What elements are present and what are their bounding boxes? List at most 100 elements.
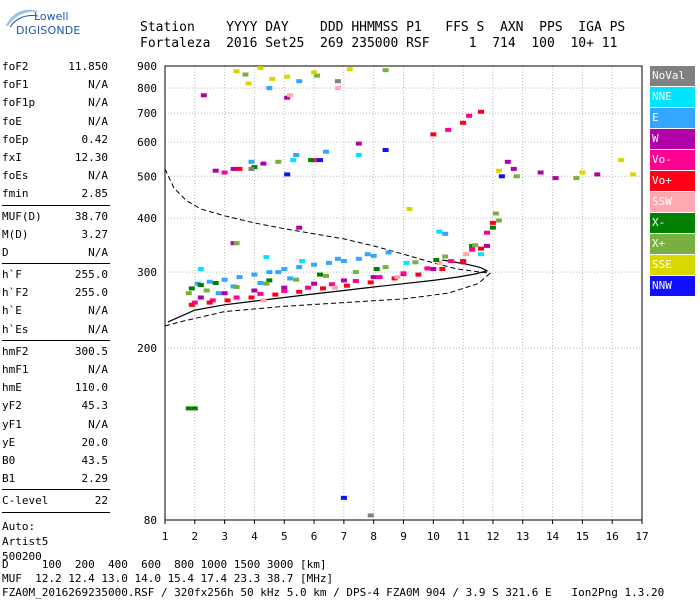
distance-row: D 100 200 400 600 800 1000 1500 3000 [km… [2,558,327,571]
header-line-1: Station YYYY DAY DDD HHMMSS P1 FFS S AXN… [140,20,626,35]
point-x- [233,241,240,246]
point-sse [311,70,318,75]
scaled-parameters-panel: foF2 11.850 foF1 N/A foF1p N/A foE N/A foEp 0.42 f… [2,58,110,564]
param-value: 2.85 [81,187,109,201]
file-info-row: FZA0M_2016269235000.RSF / 320fx256h 50 k… [2,586,665,599]
point-vo- [257,291,264,296]
point-w [284,95,291,100]
legend-item-e: E [650,108,695,128]
legend-item-vo-: Vo- [650,150,695,170]
param-row: yF1 N/A [2,416,110,434]
point-x- [373,267,380,271]
point-e [281,267,288,271]
param-row: fxI 12.30 [2,149,110,167]
point-w [221,291,228,296]
legend-item-vo-: Vo+ [650,171,695,191]
legend-item-x-: X+ [650,234,695,254]
point-w [281,285,288,290]
x-tick-label: 2 [192,530,199,543]
param-name: foEp [2,132,29,146]
point-x- [263,281,270,286]
param-value: 110.0 [74,381,108,395]
point-vo- [236,166,243,171]
point-vo- [328,282,335,287]
param-name: h`F [2,268,22,282]
station-header: Station YYYY DAY DDD HHMMSS P1 FFS S AXN… [140,20,625,52]
point-x- [266,278,273,283]
point-vo- [343,283,350,288]
param-value: 300.5 [74,344,108,358]
point-sse [579,170,586,175]
param-row: h`F 255.0 [2,266,110,284]
point-nnw [317,158,323,163]
point-e [275,270,282,275]
param-name: yE [2,435,16,449]
point-x- [233,285,240,289]
point-vo- [460,260,467,265]
point-w [296,225,303,230]
y-tick-label: 700 [137,107,157,120]
param-name: yF2 [2,399,22,413]
point-e [355,256,362,261]
param-name: M(D) [2,227,29,241]
point-nne [478,252,484,257]
x-tick-label: 6 [311,530,318,543]
point-w [504,159,511,164]
point-vo- [281,289,288,294]
param-name: foEs [2,169,29,183]
param-row: fmin 2.85 [2,185,110,203]
point-x- [382,265,389,270]
point-ssw [260,298,267,303]
param-row: hmF1 N/A [2,361,110,379]
point-x- [191,406,198,411]
point-e [215,291,222,296]
polarization-legend: NoVal NNE E W Vo- Vo+ SSW X- X+ SSE NNW [650,66,695,297]
legend-item-x-: X- [650,213,695,233]
point-vo- [224,298,231,303]
legend-item-nnw: NNW [650,276,695,296]
param-row: foEp 0.42 [2,131,110,149]
point-vo- [206,300,213,305]
point-e [385,250,392,255]
param-name: hmE [2,381,22,395]
point-nne [355,153,362,157]
point-w [537,170,544,175]
point-x- [382,68,389,73]
point-vo- [272,292,279,297]
point-w [197,295,204,300]
param-row: foF1 N/A [2,76,110,94]
param-row: h`E N/A [2,302,110,320]
param-value: N/A [88,417,108,431]
point-e [326,260,332,265]
param-name: B1 [2,472,16,486]
param-name: yF1 [2,417,22,431]
point-e [442,231,449,236]
param-separator [2,489,110,491]
y-tick-label: 600 [137,136,157,149]
param-value: 22 [94,494,108,508]
param-name: fmin [2,187,29,201]
point-e [206,279,213,284]
digisonde-logo: Lowell DIGISONDE [4,8,80,42]
point-vo- [415,272,422,277]
point-nne [290,158,297,163]
point-w [230,166,237,171]
point-x- [489,225,496,230]
point-w [355,141,362,146]
param-value: N/A [88,96,108,110]
logo-swoosh-icon [6,9,40,28]
param-name: MUF(D) [2,209,42,223]
point-e [296,265,303,270]
point-nnw [284,172,291,177]
point-sse [257,66,264,71]
param-value: N/A [88,363,108,376]
param-value: N/A [88,78,108,92]
point-vo- [320,286,326,291]
point-e [236,275,243,280]
point-x- [412,260,419,265]
point-w [251,288,258,293]
param-value: 38.70 [74,209,108,223]
y-tick-label: 80 [144,514,157,527]
point-vo- [400,271,407,276]
